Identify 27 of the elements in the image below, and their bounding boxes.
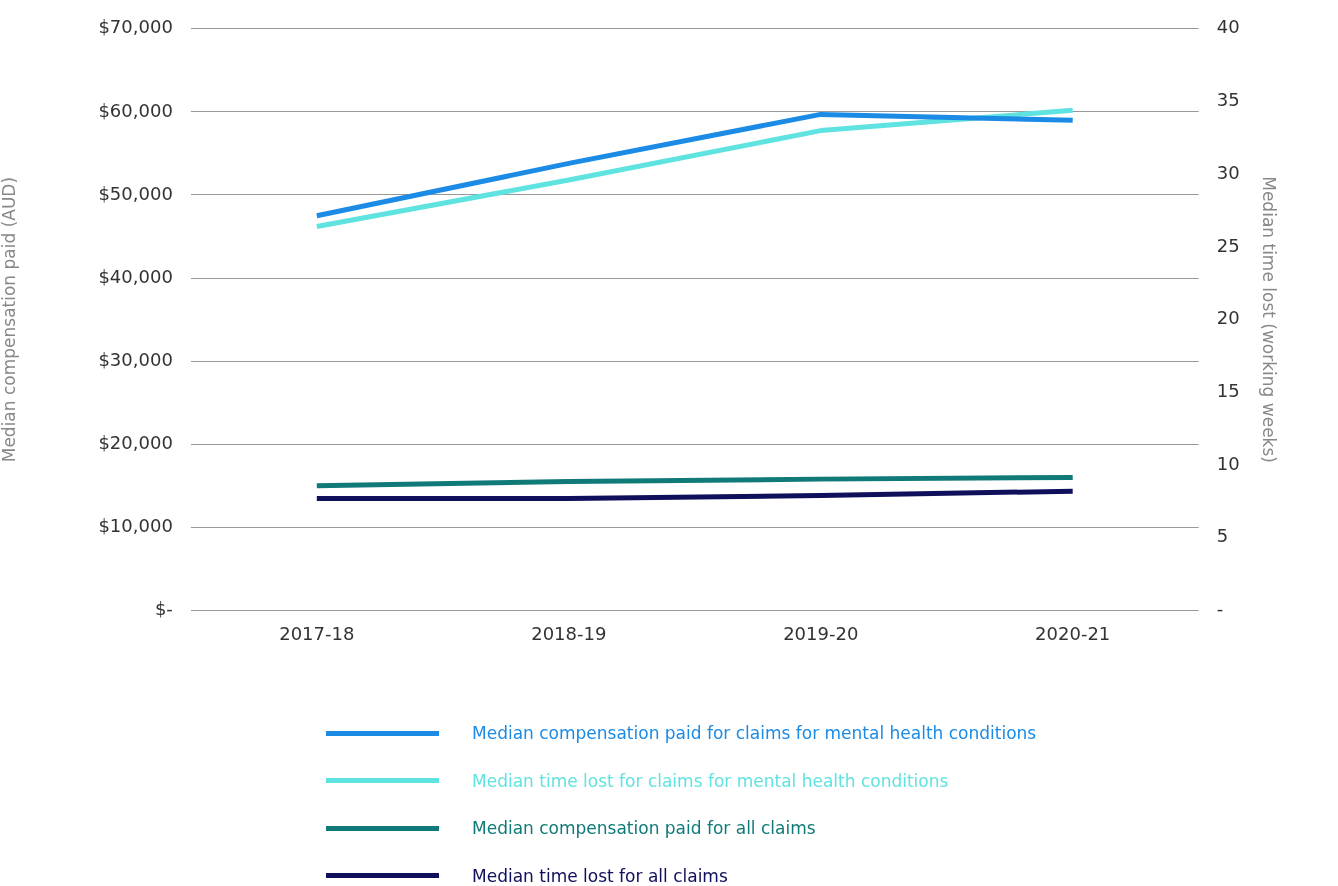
y2-tick-label: 10 xyxy=(1216,452,1240,474)
y-tick-label: $20,000 xyxy=(98,431,173,453)
y-tick-label: $40,000 xyxy=(98,265,173,287)
y2-tick-label: 15 xyxy=(1216,379,1240,401)
y-tick-label: $50,000 xyxy=(98,182,173,204)
y-tick-label: $30,000 xyxy=(98,348,173,370)
y2-tick-label: 30 xyxy=(1216,161,1240,183)
y2-tick-label: 25 xyxy=(1216,234,1240,256)
y-tick-label: $- xyxy=(154,598,173,620)
y2-axis-title: Median time lost (working weeks) xyxy=(1259,176,1280,463)
y-tick-label: $10,000 xyxy=(98,514,173,536)
y-axis-title: Median compensation paid (AUD) xyxy=(0,176,19,463)
y2-tick-label: - xyxy=(1216,598,1224,620)
x-tick-label: 2020-21 xyxy=(1035,622,1111,644)
text: Median time lost for all claims xyxy=(472,865,728,886)
y-tick-label: $60,000 xyxy=(98,99,173,121)
x-tick-label: 2018-19 xyxy=(531,622,607,644)
y2-tick-label: 5 xyxy=(1216,525,1229,547)
text: Median time lost for claims for mental health conditions xyxy=(472,770,949,791)
x-tick-label: 2017-18 xyxy=(279,622,355,644)
y2-tick-label: 35 xyxy=(1216,89,1240,111)
text: Median compensation paid for claims for mental health conditions xyxy=(472,723,1037,743)
y2-tick-label: 20 xyxy=(1216,307,1240,329)
y2-tick-label: 40 xyxy=(1216,16,1240,38)
text: Median compensation paid for all claims xyxy=(472,818,816,838)
y-tick-label: $70,000 xyxy=(98,16,173,38)
x-tick-label: 2019-20 xyxy=(783,622,859,644)
